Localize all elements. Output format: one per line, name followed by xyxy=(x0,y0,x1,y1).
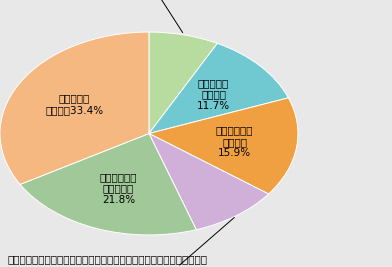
Wedge shape xyxy=(20,134,196,235)
Wedge shape xyxy=(149,98,298,194)
Text: 新しいサービスが
期待できるので良い　7.6%: 新しいサービスが 期待できるので良い 7.6% xyxy=(96,0,186,33)
Wedge shape xyxy=(0,32,149,184)
Text: 小さな画面で
視聴しない
21.8%: 小さな画面で 視聴しない 21.8% xyxy=(100,172,137,205)
Wedge shape xyxy=(149,134,269,230)
Text: （出典）総務省「地上デジタルテレビジョン放送に関する洸透度調査」: （出典）総務省「地上デジタルテレビジョン放送に関する洸透度調査」 xyxy=(8,254,208,264)
Wedge shape xyxy=(149,32,217,134)
Text: 分からない
・不明　33.4%: 分からない ・不明 33.4% xyxy=(45,93,103,115)
Text: 便利になる
ため良い
11.7%: 便利になる ため良い 11.7% xyxy=(197,78,230,111)
Text: 防災に役立つ
ため良い
15.9%: 防災に役立つ ため良い 15.9% xyxy=(216,125,253,158)
Wedge shape xyxy=(149,43,289,134)
Text: 外出中に視聴しない　9.7%: 外出中に視聴しない 9.7% xyxy=(124,217,234,267)
